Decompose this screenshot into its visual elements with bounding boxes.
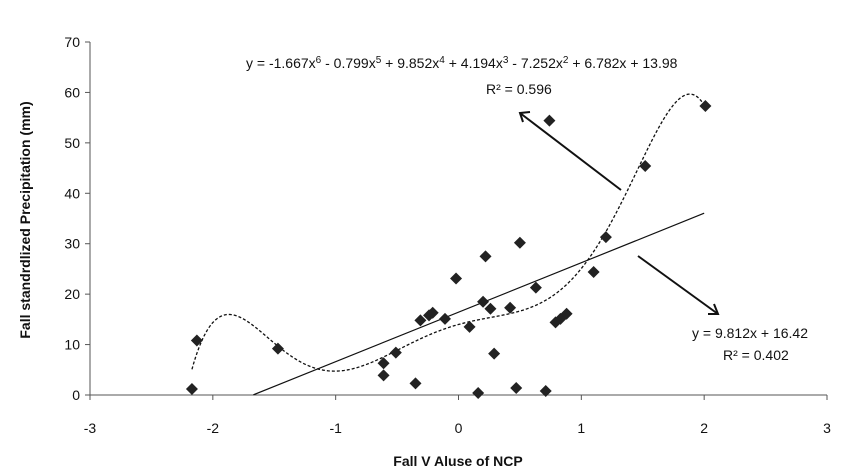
y-tick-label: 70 (64, 34, 80, 50)
x-tick-label: 1 (577, 420, 585, 436)
data-point (479, 250, 492, 263)
data-points (185, 100, 712, 399)
x-tick-label: 3 (823, 420, 831, 436)
poly-equation: y = -1.667x6 - 0.799x5 + 9.852x4 + 4.194… (246, 55, 678, 72)
x-tick-label: 0 (455, 420, 463, 436)
data-point (639, 160, 652, 173)
data-point (409, 377, 422, 390)
data-point (504, 301, 517, 314)
linear-r2: R² = 0.402 (723, 347, 789, 363)
data-point (539, 384, 552, 397)
poly-callout-arrow-shaft (519, 112, 622, 191)
linear-equation: y = 9.812x + 16.42 (692, 325, 808, 341)
polynomial-trendline (191, 93, 705, 372)
y-axis-title: Fall standrdlized Precipitation (mm) (17, 101, 33, 338)
data-point (699, 100, 712, 113)
data-point (389, 346, 402, 359)
linear-callout-arrow-head (708, 303, 720, 315)
tick-labels: 0 10 20 30 40 50 60 70 -3 -2 -1 0 1 2 3 (64, 34, 831, 436)
y-tick-label: 60 (64, 84, 80, 100)
data-point (477, 295, 490, 308)
data-point (529, 281, 542, 294)
data-point (377, 369, 390, 382)
data-point (463, 320, 476, 333)
x-tick-label: -3 (84, 420, 97, 436)
data-point (513, 236, 526, 249)
data-point (450, 272, 463, 285)
data-point (510, 381, 523, 394)
y-tick-label: 20 (64, 286, 80, 302)
data-point (438, 312, 451, 325)
linear-callout-arrow-shaft (637, 255, 719, 315)
data-point (484, 302, 497, 315)
data-point (599, 231, 612, 244)
data-point (472, 386, 485, 399)
y-tick-label: 50 (64, 135, 80, 151)
y-tick-label: 0 (72, 387, 80, 403)
data-point (377, 357, 390, 370)
linear-trendline (253, 212, 705, 396)
poly-callout-arrow-head (518, 111, 531, 123)
y-tick-label: 30 (64, 236, 80, 252)
data-point (414, 314, 427, 327)
x-tick-label: -1 (329, 420, 342, 436)
data-point (271, 342, 284, 355)
ticks (85, 41, 828, 400)
x-axis-title: Fall V Aluse of NCP (393, 453, 522, 469)
data-point (426, 306, 439, 319)
y-tick-label: 10 (64, 337, 80, 353)
data-point (190, 334, 203, 347)
poly-r2: R² = 0.596 (486, 81, 552, 97)
y-tick-label: 40 (64, 185, 80, 201)
x-tick-label: -2 (207, 420, 220, 436)
data-point (560, 307, 573, 320)
annotation-arrows (518, 111, 720, 315)
data-point (543, 114, 556, 127)
x-tick-label: 2 (700, 420, 708, 436)
data-point (488, 347, 501, 360)
data-point (587, 265, 600, 278)
data-point (185, 382, 198, 395)
